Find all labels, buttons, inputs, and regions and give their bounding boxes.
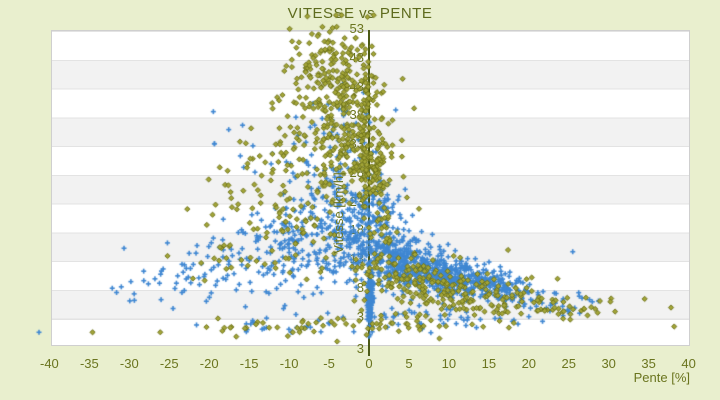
y-axis-title: Vitesse [km/h] <box>331 172 346 254</box>
x-axis-title: Pente [%] <box>633 370 690 385</box>
